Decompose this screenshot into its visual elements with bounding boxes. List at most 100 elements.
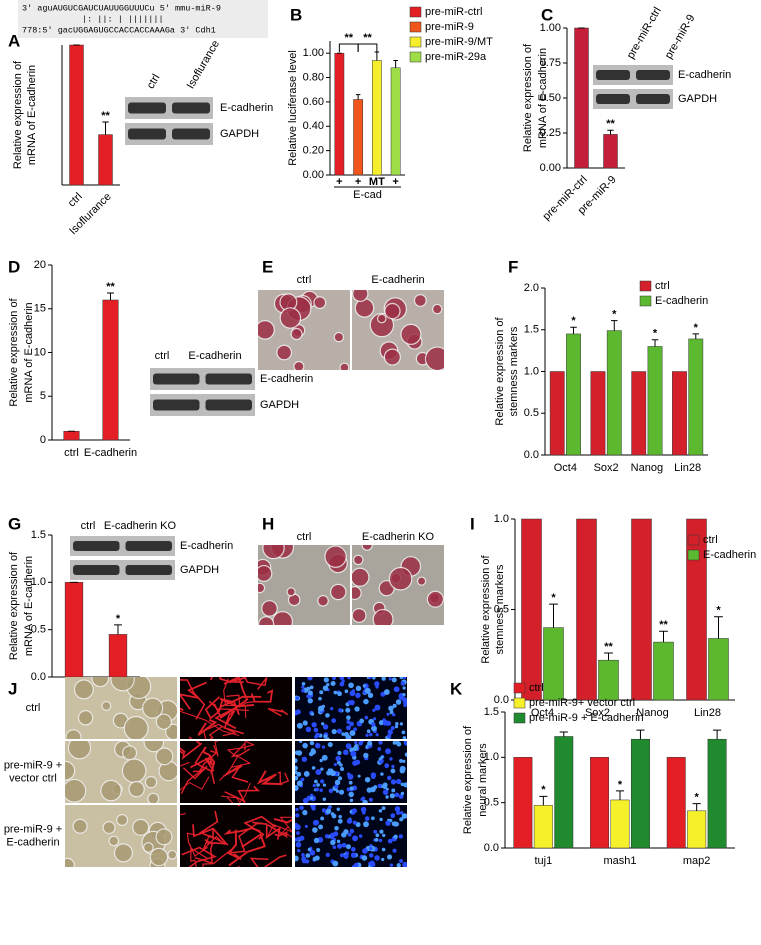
y-axis-label: stemness markers: [494, 564, 506, 654]
nucleus: [403, 782, 407, 788]
nucleus: [359, 718, 365, 724]
nucleus: [331, 728, 337, 735]
significance: *: [541, 784, 546, 796]
nucleus: [339, 677, 345, 681]
legend-label: pre-miR-9 + E-cadherin: [529, 712, 644, 724]
x-tick-label: Oct4: [554, 462, 577, 474]
nucleus: [391, 788, 396, 793]
neurite: [277, 771, 290, 785]
nucleus: [302, 720, 308, 726]
nucleus: [355, 685, 362, 692]
nucleus: [296, 848, 301, 853]
legend-swatch: [639, 295, 652, 307]
nucleus: [348, 682, 354, 689]
nucleus: [402, 686, 406, 690]
x-tick-label: Nanog: [631, 462, 663, 474]
y-tick-label: 0.00: [303, 169, 324, 181]
micrograph-content: [180, 741, 290, 803]
neurite: [199, 810, 219, 840]
x-tick-label: Lin28: [694, 707, 721, 719]
bar: [334, 52, 345, 176]
x-tick-label: Nanog: [636, 707, 668, 719]
nucleus: [309, 849, 316, 856]
nucleus: [326, 682, 330, 687]
significance: *: [653, 328, 658, 340]
band-label: GAPDH: [260, 399, 299, 411]
nucleus: [389, 757, 393, 761]
sequence-line: 3' aguAUGUCGAUCUAUUGGUUUCu 5' mmu-miR-9: [22, 3, 221, 13]
nucleus: [330, 839, 336, 846]
nucleus: [349, 730, 356, 737]
nucleus: [400, 681, 406, 686]
nucleus: [306, 686, 311, 691]
neurite: [243, 677, 268, 690]
bar: [666, 757, 686, 849]
y-tick-label: 0.0: [494, 694, 509, 706]
y-axis-label: mRNA of E-cadherin: [26, 65, 38, 165]
nucleus: [390, 813, 396, 819]
error-bar: [713, 729, 722, 740]
nucleus: [314, 779, 318, 784]
nucleus: [312, 783, 317, 788]
y-tick-label: 1.00: [540, 22, 561, 34]
neurite: [223, 677, 249, 713]
bar: [707, 738, 727, 849]
significance: *: [695, 791, 700, 803]
nucleus: [298, 741, 303, 743]
panel-letter: G: [8, 514, 21, 533]
y-axis-label: Relative expression of: [8, 297, 20, 406]
blot-band: [596, 94, 630, 104]
nucleus: [307, 677, 313, 681]
nucleus: [322, 783, 327, 787]
legend-label: ctrl: [655, 280, 670, 292]
micrograph: [352, 290, 444, 370]
nucleus: [345, 743, 352, 749]
legend-swatch: [513, 712, 526, 724]
nucleus: [394, 792, 400, 798]
micrograph-content: [65, 813, 177, 867]
sphere: [116, 813, 129, 826]
nucleus: [368, 853, 374, 858]
error-bar: [355, 94, 361, 100]
neurite: [273, 818, 292, 824]
legend-label: pre-miR-9/MT: [425, 36, 493, 48]
bar: [549, 371, 565, 456]
sphere: [339, 362, 350, 370]
sphere: [142, 697, 164, 719]
nucleus: [328, 788, 334, 794]
row-label: pre-miR-9 +: [4, 823, 62, 835]
nucleus: [392, 848, 397, 853]
blot-band: [596, 70, 630, 80]
band-label: E-cadherin: [220, 102, 273, 114]
x-tick-label: ctrl: [66, 191, 85, 210]
nucleus: [402, 736, 407, 739]
comparison-label: **: [363, 32, 372, 44]
error-bar: [611, 320, 618, 331]
nucleus: [392, 821, 398, 827]
nucleus: [324, 834, 330, 839]
nucleus: [301, 685, 305, 689]
significance: **: [101, 110, 110, 122]
y-tick-label: 0.60: [303, 96, 324, 108]
sphere: [72, 818, 88, 834]
neurite: [180, 812, 186, 816]
sphere: [400, 323, 422, 345]
neurite: [180, 761, 190, 767]
nucleus: [317, 705, 324, 712]
nucleus: [316, 783, 320, 787]
nucleus: [329, 770, 336, 777]
panel-letter: A: [8, 31, 20, 50]
neurite: [221, 782, 251, 803]
sphere: [101, 700, 112, 711]
nucleus: [295, 822, 298, 827]
nucleus: [295, 841, 302, 848]
bar: [631, 518, 652, 701]
nucleus: [378, 809, 383, 813]
nucleus: [383, 689, 390, 696]
bar: [576, 518, 597, 701]
neurite: [226, 741, 256, 758]
nucleus: [362, 684, 366, 688]
error-bar: [549, 603, 558, 628]
y-tick-label: 0.0: [484, 842, 499, 854]
error-bar: [659, 630, 668, 643]
